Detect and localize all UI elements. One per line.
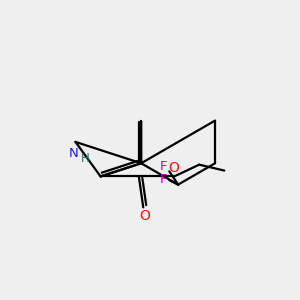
Text: N: N <box>69 147 79 160</box>
Text: H: H <box>80 152 89 165</box>
Text: F: F <box>160 173 167 186</box>
Text: O: O <box>139 208 150 223</box>
Text: O: O <box>169 161 180 175</box>
Text: F: F <box>160 160 167 173</box>
